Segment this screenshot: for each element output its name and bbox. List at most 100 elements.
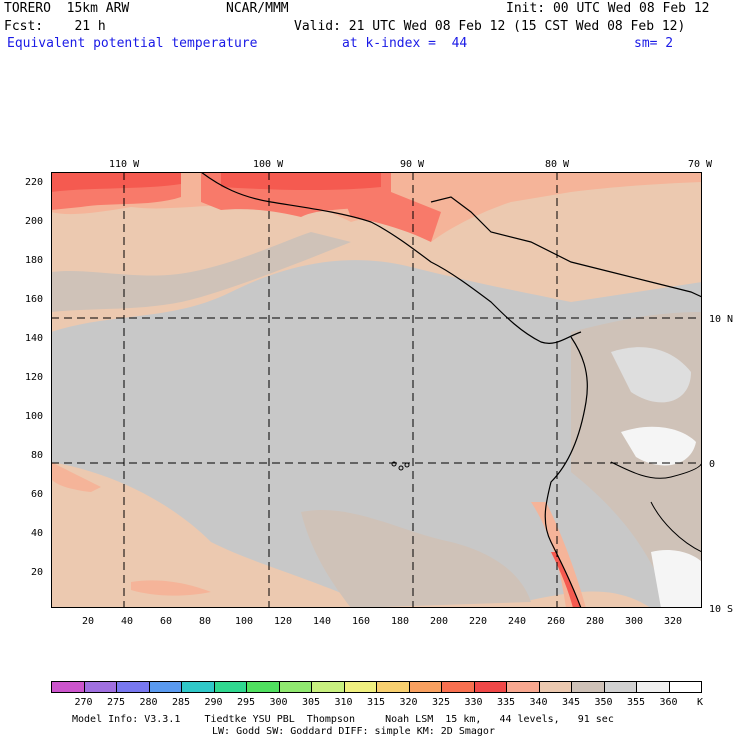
y-tick: 160 (25, 294, 44, 305)
colorbar-label: 335 (497, 697, 516, 708)
colorbar-label: 350 (594, 697, 613, 708)
colorbar-label: 280 (139, 697, 158, 708)
colorbar-label: 285 (172, 697, 191, 708)
guatemala-hot-region (341, 192, 441, 242)
lat-lon-grid (51, 172, 702, 608)
south-america-west-coastline (544, 336, 588, 608)
colorbar-label: 325 (432, 697, 451, 708)
colorbar-label: 315 (367, 697, 386, 708)
colorbar-label: 340 (529, 697, 548, 708)
colorbar-swatch (506, 681, 540, 693)
y-tick: 200 (25, 216, 44, 227)
y-tick: 80 (31, 450, 44, 461)
colorbar-label: 305 (302, 697, 321, 708)
colorbar-label: 275 (107, 697, 126, 708)
colorbar-label: 355 (627, 697, 646, 708)
colorbar-swatch (213, 681, 247, 693)
model-title: TORERO 15km ARW (4, 1, 130, 16)
caribbean-coastline (430, 196, 702, 298)
white-region-andes (621, 426, 696, 466)
x-tick: 240 (508, 616, 527, 627)
central-america-coastline (200, 172, 582, 344)
x-tick: 60 (160, 616, 173, 627)
galapagos-island-1 (391, 461, 397, 467)
lat-label-10n: 10 N (709, 314, 734, 325)
light-region-north (611, 347, 691, 403)
colorbar-label: 295 (237, 697, 256, 708)
organization-label: NCAR/MMM (226, 1, 289, 16)
colorbar-label: 310 (334, 697, 353, 708)
x-tick: 40 (121, 616, 134, 627)
colorbar-label: 300 (269, 697, 288, 708)
mexico-coast-hotter-region (221, 172, 381, 191)
northwest-hotter-region (51, 172, 181, 192)
colorbar-swatch (246, 681, 280, 693)
x-tick: 260 (547, 616, 566, 627)
colorbar-label: 330 (464, 697, 483, 708)
x-tick: 180 (391, 616, 410, 627)
peru-coast-warm-band (531, 502, 586, 608)
ecuador-border (610, 461, 702, 479)
init-time: Init: 00 UTC Wed 08 Feb 12 (506, 1, 710, 16)
colorbar-swatch (343, 681, 377, 693)
lat-label-0: 0 (709, 459, 716, 470)
x-tick: 200 (430, 616, 449, 627)
colorbar-swatch (636, 681, 670, 693)
colorbar-label: 345 (562, 697, 581, 708)
x-tick: 160 (352, 616, 371, 627)
lat-label-10s: 10 S (709, 604, 734, 615)
peru-coast-hot-band (551, 552, 581, 608)
colorbar-swatch (181, 681, 215, 693)
white-region-south (651, 550, 702, 608)
x-tick: 320 (664, 616, 683, 627)
x-tick: 80 (199, 616, 212, 627)
galapagos-island-2 (398, 465, 404, 471)
gray-ocean-region (51, 260, 702, 608)
colorbar-swatch (441, 681, 475, 693)
colorbar-swatch (473, 681, 507, 693)
colorbar-label: 270 (74, 697, 93, 708)
colorbar-swatch (668, 681, 702, 693)
map-frame (51, 172, 702, 608)
colorbar-swatch (538, 681, 572, 693)
colorbar-swatch (51, 681, 85, 693)
y-tick: 20 (31, 567, 44, 578)
colorbar-swatch (116, 681, 150, 693)
colorbar-label: 360 (659, 697, 678, 708)
x-tick: 100 (235, 616, 254, 627)
lon-label-110w: 110 W (109, 159, 140, 170)
field-name: Equivalent potential temperature (7, 36, 258, 51)
western-warm-patch (51, 462, 101, 492)
y-tick: 40 (31, 528, 44, 539)
colorbar-label: 320 (399, 697, 418, 708)
model-info-line-2: LW: Godd SW: Goddard DIFF: simple KM: 2D… (212, 726, 495, 737)
smoothing-label: sm= 2 (634, 36, 674, 51)
colorbar-unit: K (697, 697, 704, 708)
colorbar-label: 290 (204, 697, 223, 708)
level-label: at k-index = 44 (342, 36, 468, 51)
colorbar-swatch (83, 681, 117, 693)
x-tick: 140 (313, 616, 332, 627)
southwestern-warm-patch (131, 580, 211, 596)
peru-border (650, 501, 702, 553)
southern-mixed-region (301, 509, 531, 608)
model-info-line-1: Model Info: V3.3.1 Tiedtke YSU PBL Thomp… (72, 714, 614, 725)
y-tick: 120 (25, 372, 44, 383)
y-tick: 220 (25, 177, 44, 188)
y-tick: 100 (25, 411, 44, 422)
forecast-hour: Fcst: 21 h (4, 19, 106, 34)
x-tick: 300 (625, 616, 644, 627)
lon-label-90w: 90 W (400, 159, 425, 170)
lon-label-70w: 70 W (688, 159, 713, 170)
y-tick: 140 (25, 333, 44, 344)
x-tick: 280 (586, 616, 605, 627)
colorbar-swatch (376, 681, 410, 693)
y-tick: 60 (31, 489, 44, 500)
x-tick: 220 (469, 616, 488, 627)
y-tick: 180 (25, 255, 44, 266)
colorbar-swatch (408, 681, 442, 693)
gray-tan-transition (51, 232, 351, 312)
x-tick: 20 (82, 616, 95, 627)
colorbar-swatch (603, 681, 637, 693)
colorbar-swatch (278, 681, 312, 693)
